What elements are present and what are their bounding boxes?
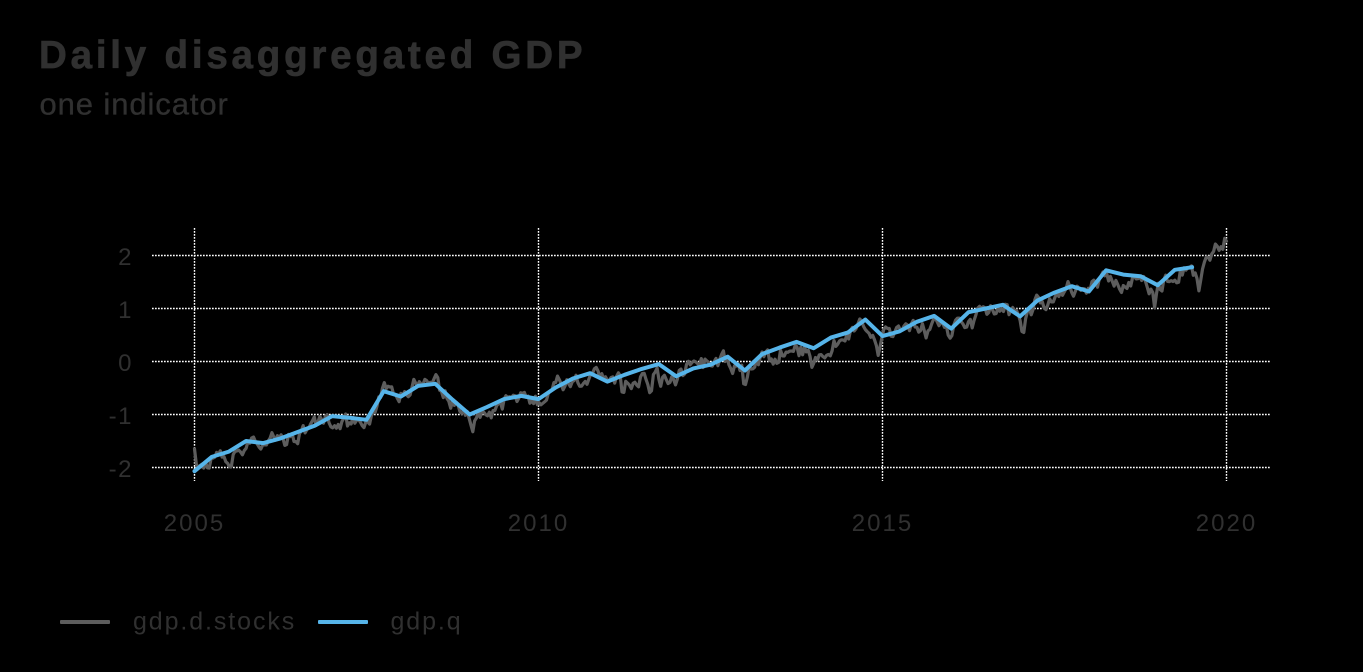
svg-text:2020: 2020 bbox=[1196, 510, 1257, 537]
svg-text:gdp.q: gdp.q bbox=[391, 608, 463, 636]
svg-text:2005: 2005 bbox=[164, 510, 225, 537]
svg-text:gdp.d.stocks: gdp.d.stocks bbox=[133, 608, 296, 636]
svg-text:one indicator: one indicator bbox=[40, 86, 229, 121]
svg-text:2015: 2015 bbox=[852, 510, 913, 537]
svg-text:1: 1 bbox=[118, 297, 133, 324]
svg-text:-2: -2 bbox=[109, 456, 133, 483]
svg-text:-1: -1 bbox=[109, 403, 133, 430]
svg-text:Daily disaggregated GDP: Daily disaggregated GDP bbox=[39, 34, 586, 77]
svg-text:0: 0 bbox=[118, 350, 133, 377]
svg-text:2: 2 bbox=[118, 244, 133, 271]
svg-text:2010: 2010 bbox=[508, 510, 569, 537]
